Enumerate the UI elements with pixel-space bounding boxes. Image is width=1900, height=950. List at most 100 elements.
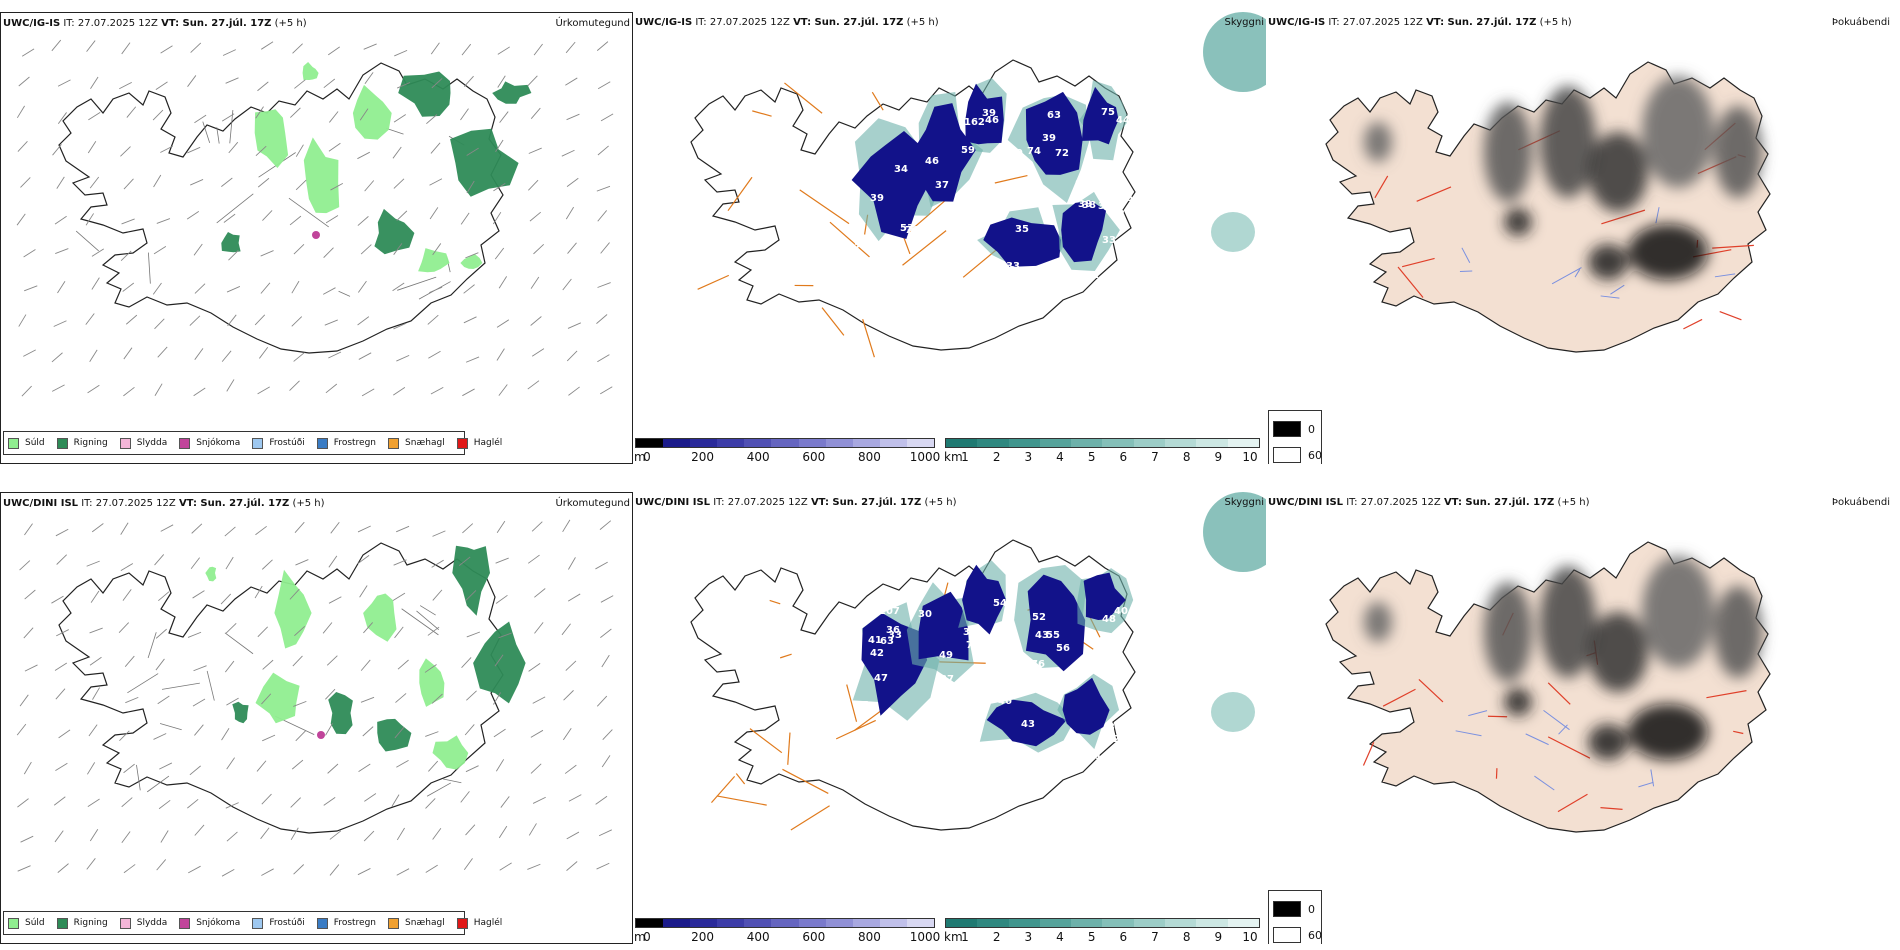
- cloud-number-label: 34: [1098, 201, 1112, 212]
- legend-item: Súld: [8, 917, 45, 929]
- colorbar-tick: 9: [1214, 930, 1223, 944]
- precip-legend: Súld Rigning Slydda Snjókoma Frostúði Frostre…: [3, 431, 502, 455]
- shade-legend-swatch: [1273, 927, 1301, 943]
- colorbar-tick: 400: [746, 930, 770, 944]
- cloud-number-label: 58: [858, 275, 872, 286]
- colorbar-tick: 2: [992, 450, 1001, 464]
- lead-time: (+5 h): [292, 498, 325, 509]
- cloud-number-label: 70: [966, 640, 980, 651]
- shade-legend-label: 60: [1308, 448, 1322, 462]
- legend-item: Rigning: [56, 917, 108, 929]
- shade-legend-label: 60: [1308, 928, 1322, 942]
- clouds-panel-top: 37 39 34 53 46 36 46 58 59 33 46 53 76 63 39 39 70 39 72 69…: [633, 12, 1266, 464]
- cloud-number-label: 23: [1113, 734, 1127, 745]
- model-label: UWC/IG-IS: [635, 17, 693, 28]
- legend-swatch: [56, 437, 68, 449]
- shade-map-bottom: [1325, 541, 1771, 833]
- shade-map-top: [1325, 61, 1771, 353]
- valid-time: VT: Sun. 27.júl. 17Z: [161, 18, 272, 29]
- shade-legend-item: 60: [1273, 927, 1322, 943]
- model-label: UWC/DINI ISL: [635, 497, 711, 508]
- legend-swatch: [179, 437, 191, 449]
- cloud-number-label: 36: [899, 265, 913, 276]
- cloud-number-label: 37: [935, 180, 949, 191]
- cloud-number-label: 42: [870, 648, 884, 659]
- cloud-number-label: 41: [868, 635, 882, 646]
- colorbar-tick: 10: [1242, 450, 1258, 464]
- colorbar-tick: 800: [857, 450, 881, 464]
- legend-swatch: [388, 917, 400, 929]
- cloud-number-label: 38: [963, 627, 977, 638]
- cloud-number-label: 75: [1101, 107, 1115, 118]
- cloud-number-label: 56: [1056, 643, 1070, 654]
- cloud-number-label: 207: [879, 606, 900, 617]
- colorbar-tick: 1: [961, 930, 969, 944]
- legend-label: Slydda: [136, 438, 168, 448]
- precip-panel-bottom: UWC/DINI ISL IT: 27.07.2025 12Z VT: Sun.…: [0, 492, 633, 944]
- legend-item: Frostregn: [316, 437, 376, 449]
- init-time: IT: 27.07.2025 12Z: [63, 18, 158, 29]
- cloud-number-label: 42: [1085, 270, 1099, 281]
- cloud-number-label: 38: [1082, 200, 1096, 211]
- cloud-number-label: 43: [1021, 719, 1035, 730]
- legend-label: Haglél: [473, 918, 503, 928]
- legend-item: Snjókoma: [179, 917, 240, 929]
- cloud-number-label: 39: [982, 108, 996, 119]
- legend-swatch: [252, 917, 264, 929]
- colorbar-tick: 6: [1119, 930, 1128, 944]
- cloud-number-label: 46: [947, 227, 961, 238]
- colorbar-strip: [635, 438, 935, 448]
- cloud-number-label: 35: [855, 700, 869, 711]
- legend-item: Snæhagl: [388, 917, 445, 929]
- colorbar-tick: 400: [746, 450, 770, 464]
- cloud-number-label: 49: [939, 650, 953, 661]
- cloud-number-label: 55: [1046, 630, 1060, 641]
- cloud-number-label: 30: [918, 609, 932, 620]
- precip-legend: Súld Rigning Slydda Snjókoma Frostúði Frostre…: [3, 911, 502, 935]
- cloud-number-label: 162: [964, 117, 985, 128]
- cloud-number-label: 53: [900, 223, 914, 234]
- height-colorbar: m 0 200 400 600 800 1000: [633, 916, 943, 944]
- cloud-number-label: 37: [940, 674, 954, 685]
- colorbar-unit: m: [634, 930, 646, 944]
- precip-map-top: [16, 39, 614, 397]
- shade-legend: 0 60: [1268, 890, 1322, 944]
- cloud-number-label: 76: [905, 225, 919, 236]
- colorbar-tick: 7: [1151, 930, 1159, 944]
- valid-time: VT: Sun. 27.júl. 17Z: [1443, 497, 1555, 508]
- cloud-number-label: 34: [894, 164, 908, 175]
- legend-item: Snjókoma: [179, 437, 240, 449]
- cloud-number-label: 59: [961, 145, 975, 156]
- colorbar-tick: 9: [1214, 450, 1223, 464]
- panel-type-label: Skyggni: [1224, 497, 1264, 508]
- cloud-number-label: 74: [1027, 146, 1041, 157]
- init-time: IT: 27.07.2025 12Z: [713, 497, 808, 508]
- legend-item: Súld: [8, 437, 45, 449]
- lead-time: (+5 h): [1539, 17, 1572, 28]
- cloud-number-label: 36: [886, 625, 900, 636]
- colorbar-tick: 8: [1182, 450, 1191, 464]
- panel-title: UWC/DINI ISL IT: 27.07.2025 12Z VT: Sun.…: [1268, 497, 1590, 508]
- legend-swatch: [8, 917, 19, 929]
- shade-legend-item: 0: [1273, 421, 1315, 437]
- cloud-number-label: 52: [1032, 612, 1046, 623]
- cloud-number-label: 39: [1042, 133, 1056, 144]
- cloud-number-label: 39: [853, 240, 867, 251]
- cloud-number-label: 43: [952, 200, 966, 211]
- valid-time: VT: Sun. 27.júl. 17Z: [178, 498, 290, 509]
- panel-type-label: Úrkomutegund: [555, 498, 630, 509]
- cloud-number-label: 63: [880, 636, 894, 647]
- shade-legend-swatch: [1273, 447, 1301, 463]
- valid-time: VT: Sun. 27.júl. 17Z: [810, 497, 922, 508]
- cloud-number-label: 46: [998, 696, 1012, 707]
- colorbar-tick: 3: [1024, 450, 1033, 464]
- colorbar-tick: 800: [857, 930, 881, 944]
- colorbar-unit: m: [634, 450, 646, 464]
- cloud-number-label: 29: [880, 739, 894, 750]
- legend-label: Frostúði: [269, 918, 305, 928]
- colorbar-tick: 200: [691, 930, 715, 944]
- clouds-map-top: 3739345346364658593346537663393970397269…: [690, 12, 1266, 358]
- precip-map-bottom: [16, 519, 614, 877]
- legend-swatch: [316, 917, 328, 929]
- init-time: IT: 27.07.2025 12Z: [81, 498, 176, 509]
